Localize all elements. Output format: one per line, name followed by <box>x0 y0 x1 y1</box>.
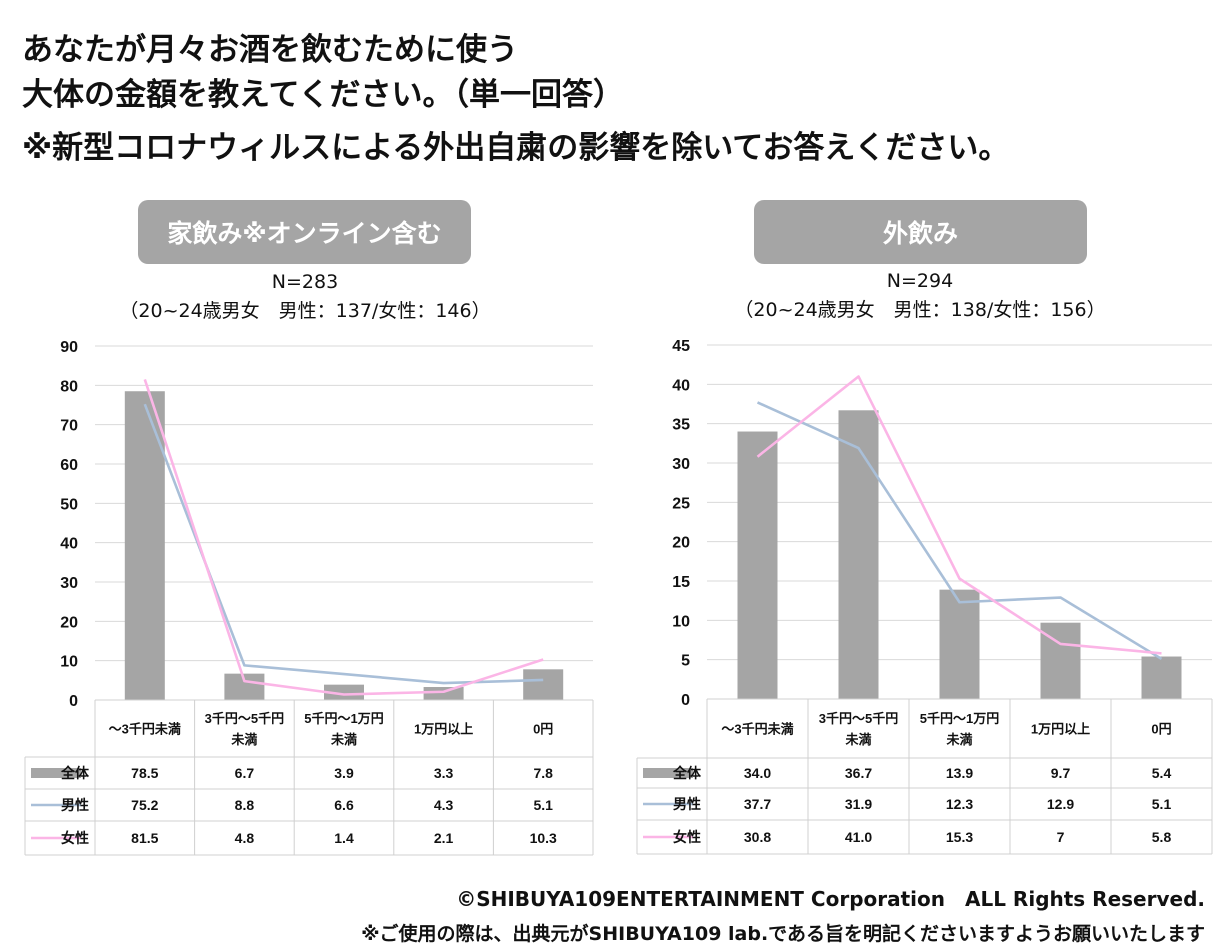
home-legend-key-all <box>31 768 81 778</box>
home-table-value: 7.8 <box>533 765 553 781</box>
home-table-value: 81.5 <box>131 830 158 846</box>
home-legend-label: 全体 <box>60 765 90 781</box>
home-table-value: 75.2 <box>131 797 158 813</box>
home-bar-4 <box>423 687 464 700</box>
outside-table-value: 5.1 <box>1152 796 1172 812</box>
outside-table-value: 5.4 <box>1152 765 1172 781</box>
outside-table-value: 34.0 <box>744 765 771 781</box>
question-line-2: 大体の金額を教えてください。（単一回答） <box>22 77 625 113</box>
outside-table-value: 41.0 <box>845 829 872 845</box>
outside-y-tick-label: 40 <box>672 377 690 394</box>
home-table-value: 6.7 <box>235 765 255 781</box>
home-table-value: 3.3 <box>434 765 454 781</box>
outside-y-tick-label: 30 <box>672 456 690 473</box>
home-y-tick-label: 0 <box>69 693 78 710</box>
outside-category-label: ～3千円未満 <box>721 722 793 737</box>
outside-bar-1 <box>737 431 778 699</box>
home-table-value: 3.9 <box>334 765 354 781</box>
home-table-value: 1.4 <box>334 830 354 846</box>
home-y-tick-label: 40 <box>60 536 78 553</box>
home-y-tick-label: 60 <box>60 457 78 474</box>
outside-table-value: 31.9 <box>845 796 872 812</box>
outside-table-value: 30.8 <box>744 829 771 845</box>
outside-category-label: 5千円～1万円 <box>920 711 999 726</box>
sample-size-outside: N=294 <box>886 270 954 292</box>
home-category-label: 5千円～1万円 <box>304 711 383 726</box>
outside-category-label: 未満 <box>844 732 871 747</box>
outside-category-label: 3千円～5千円 <box>819 711 898 726</box>
chart-title-home-drinking: 家飲み※オンライン含む <box>138 200 471 264</box>
outside-line-male <box>756 401 1163 660</box>
outside-legend-label: 女性 <box>673 829 701 845</box>
outside-y-tick-label: 45 <box>672 338 690 355</box>
outside-line-female <box>756 375 1162 655</box>
home-table-value: 6.6 <box>334 797 354 813</box>
outside-legend-key-all <box>643 768 693 778</box>
outside-legend-label: 全体 <box>672 765 702 781</box>
home-table-value: 78.5 <box>131 765 158 781</box>
home-bar-3 <box>324 684 364 700</box>
outside-category-label: 1万円以上 <box>1031 722 1090 737</box>
home-table-value: 4.3 <box>434 797 454 813</box>
home-category-label: 未満 <box>330 732 357 747</box>
outside-category-label: 未満 <box>945 732 972 747</box>
home-table-value: 10.3 <box>530 830 557 846</box>
home-y-tick-label: 80 <box>60 378 78 395</box>
outside-bar-5 <box>1141 656 1182 699</box>
sample-breakdown-home: （20~24歳男女 男性：137/女性：146） <box>119 300 491 322</box>
outside-y-tick-label: 35 <box>672 417 690 434</box>
home-table-value: 8.8 <box>235 797 255 813</box>
copyright: ©SHIBUYA109ENTERTAINMENT Corporation ALL… <box>456 887 1205 911</box>
home-y-tick-label: 10 <box>60 654 78 671</box>
outside-table-value: 15.3 <box>946 829 973 845</box>
outside-bar-2 <box>838 410 879 699</box>
home-category-label: 0円 <box>533 722 553 737</box>
outside-y-tick-label: 20 <box>672 535 690 552</box>
home-category-label: ～3千円未満 <box>109 722 181 737</box>
chart-title-outside-drinking: 外飲み <box>754 200 1087 264</box>
home-category-label: 未満 <box>230 732 257 747</box>
sample-size-home: N=283 <box>271 271 339 293</box>
home-table-value: 5.1 <box>533 797 553 813</box>
outside-table-value: 9.7 <box>1051 765 1071 781</box>
home-bar-5 <box>523 669 564 700</box>
question-note: ※新型コロナウィルスによる外出自粛の影響を除いてお答えください。 <box>22 130 1010 166</box>
home-table-value: 2.1 <box>434 830 454 846</box>
home-y-tick-label: 70 <box>60 418 78 435</box>
outside-table-value: 5.8 <box>1152 829 1172 845</box>
home-line-female <box>143 379 544 696</box>
outside-y-tick-label: 0 <box>681 692 690 709</box>
outside-y-tick-label: 25 <box>672 495 690 512</box>
question-line-1: あなたが月々お酒を飲むために使う <box>22 32 518 68</box>
outside-bar-3 <box>939 589 980 699</box>
outside-table-value: 12.9 <box>1047 796 1074 812</box>
usage-note: ※ご使用の際は、出典元がSHIBUYA109 lab.である旨を明記くださいます… <box>361 923 1205 945</box>
outside-table-value: 12.3 <box>946 796 973 812</box>
home-y-tick-label: 20 <box>60 614 78 631</box>
outside-y-tick-label: 15 <box>672 574 690 591</box>
outside-table-value: 7 <box>1057 829 1065 845</box>
sample-breakdown-outside: （20~24歳男女 男性：138/女性：156） <box>734 299 1106 321</box>
home-table-value: 4.8 <box>235 830 255 846</box>
outside-table-value: 13.9 <box>946 765 973 781</box>
outside-category-label: 0円 <box>1151 722 1171 737</box>
home-y-tick-label: 50 <box>60 496 78 513</box>
home-y-tick-label: 90 <box>60 339 78 356</box>
home-category-label: 1万円以上 <box>414 722 473 737</box>
home-y-tick-label: 30 <box>60 575 78 592</box>
outside-table-value: 36.7 <box>845 765 872 781</box>
outside-table-value: 37.7 <box>744 796 771 812</box>
home-legend-label: 女性 <box>61 830 89 846</box>
home-legend-label: 男性 <box>61 797 89 813</box>
home-category-label: 3千円～5千円 <box>205 711 284 726</box>
outside-legend-label: 男性 <box>673 796 701 812</box>
outside-y-tick-label: 5 <box>681 653 690 670</box>
outside-y-tick-label: 10 <box>672 613 690 630</box>
home-line-male <box>143 403 544 685</box>
